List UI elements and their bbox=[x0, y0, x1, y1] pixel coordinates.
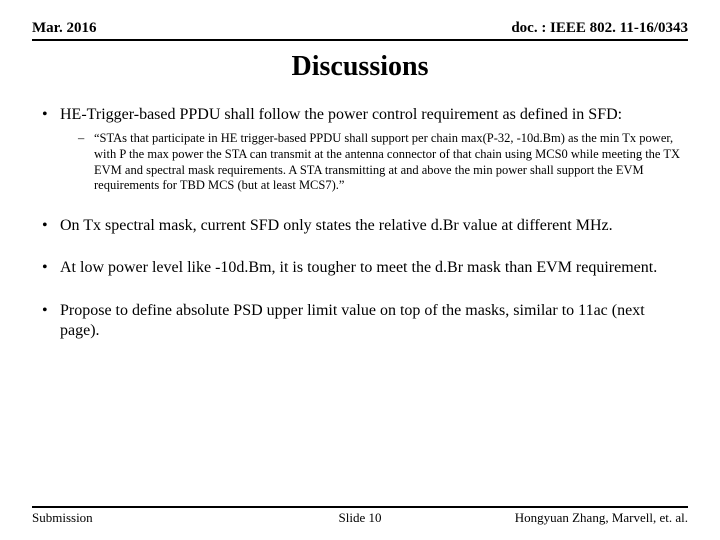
bullet-list: HE-Trigger-based PPDU shall follow the p… bbox=[36, 105, 688, 342]
sub-bullet-list: “STAs that participate in HE trigger-bas… bbox=[60, 131, 688, 194]
bullet-item: Propose to define absolute PSD upper lim… bbox=[36, 301, 688, 342]
slide-content: HE-Trigger-based PPDU shall follow the p… bbox=[32, 105, 688, 342]
header-doc-number: doc. : IEEE 802. 11-16/0343 bbox=[511, 20, 688, 37]
footer-left: Submission bbox=[32, 510, 93, 526]
bullet-text: At low power level like -10d.Bm, it is t… bbox=[60, 259, 657, 276]
slide-title: Discussions bbox=[32, 51, 688, 83]
bullet-item: At low power level like -10d.Bm, it is t… bbox=[36, 258, 688, 278]
bullet-text: On Tx spectral mask, current SFD only st… bbox=[60, 217, 613, 234]
header-date: Mar. 2016 bbox=[32, 20, 96, 37]
bullet-item: On Tx spectral mask, current SFD only st… bbox=[36, 216, 688, 236]
slide-header: Mar. 2016 doc. : IEEE 802. 11-16/0343 bbox=[32, 20, 688, 41]
bullet-text: HE-Trigger-based PPDU shall follow the p… bbox=[60, 106, 622, 123]
footer-author: Hongyuan Zhang, Marvell, et. al. bbox=[515, 510, 688, 526]
slide-footer: Submission Slide 10 Hongyuan Zhang, Marv… bbox=[32, 506, 688, 526]
footer-slide-number: Slide 10 bbox=[339, 510, 382, 526]
bullet-item: HE-Trigger-based PPDU shall follow the p… bbox=[36, 105, 688, 194]
sub-bullet-text: “STAs that participate in HE trigger-bas… bbox=[94, 131, 680, 192]
sub-bullet-item: “STAs that participate in HE trigger-bas… bbox=[60, 131, 688, 194]
bullet-text: Propose to define absolute PSD upper lim… bbox=[60, 302, 645, 339]
